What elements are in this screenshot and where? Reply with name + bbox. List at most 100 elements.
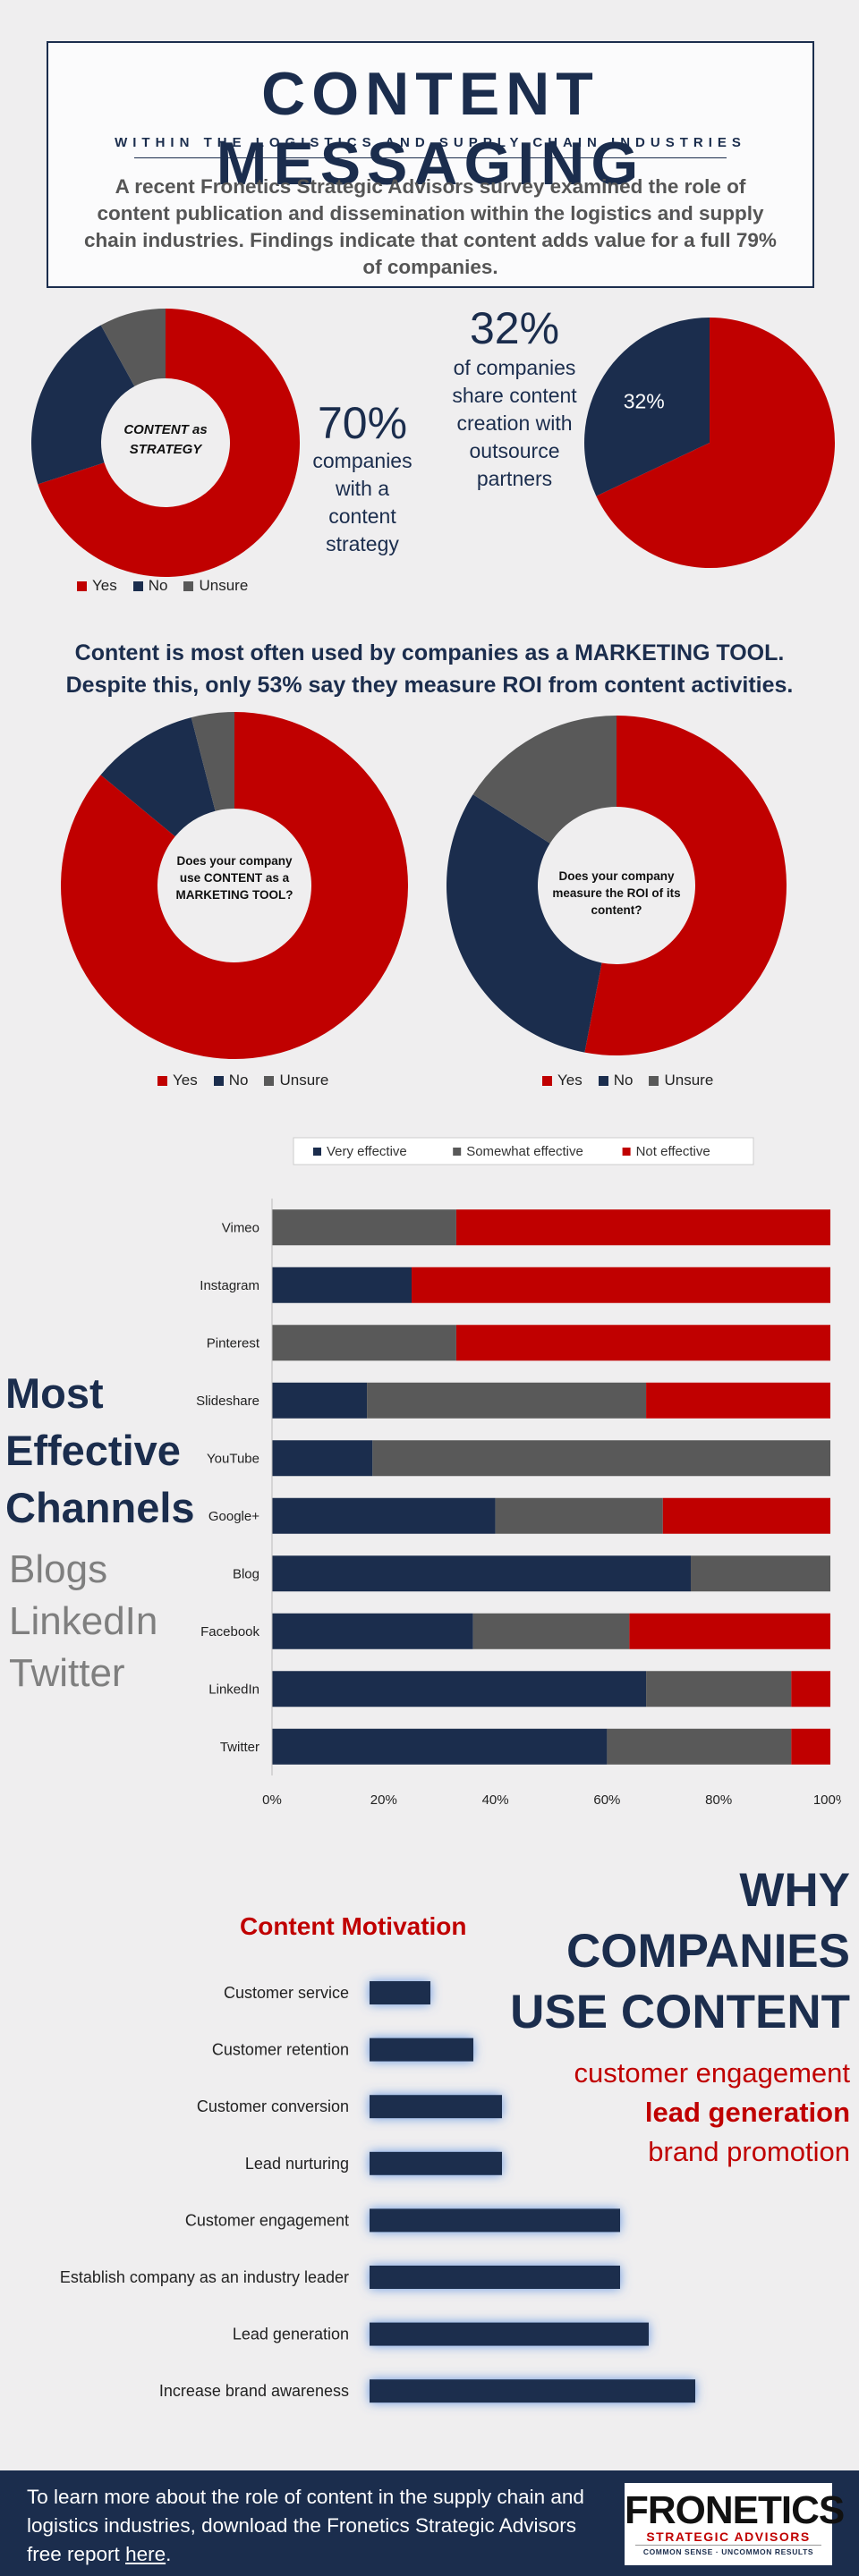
motivation-bar bbox=[370, 2151, 502, 2175]
marketing-tool-legend-no: No bbox=[213, 1072, 249, 1089]
bar-not-effective bbox=[791, 1728, 830, 1765]
channel-label: Google+ bbox=[208, 1509, 259, 1524]
strategy-description: companies with a content strategy bbox=[295, 447, 430, 558]
page-subtitle: WITHIN THE LOGISTICS AND SUPPLY CHAIN IN… bbox=[115, 135, 746, 150]
legend-label: Very effective bbox=[327, 1144, 407, 1159]
motivation-label: Customer engagement bbox=[185, 2211, 349, 2229]
roi-slice-unsure bbox=[472, 716, 617, 843]
motivation-label: Lead generation bbox=[233, 2326, 349, 2343]
channels-heading: Most Effective Channels bbox=[5, 1365, 195, 1537]
bar-not-effective bbox=[629, 1613, 830, 1649]
bar-somewhat-effective bbox=[691, 1555, 830, 1592]
legend-label: No bbox=[228, 1072, 249, 1089]
channel-label: Blog bbox=[233, 1566, 259, 1581]
legend-swatch bbox=[264, 1075, 275, 1086]
bar-very-effective bbox=[272, 1382, 368, 1419]
bar-somewhat-effective bbox=[272, 1209, 456, 1246]
legend-label: Somewhat effective bbox=[466, 1144, 583, 1159]
legend-swatch bbox=[542, 1075, 552, 1086]
description-line: outsource bbox=[469, 439, 560, 462]
legend-swatch bbox=[183, 580, 194, 591]
strategy-legend-no: No bbox=[132, 577, 167, 595]
legend-label: Unsure bbox=[664, 1072, 714, 1089]
bar-not-effective bbox=[412, 1267, 830, 1303]
header-box: CONTENT MESSAGING WITHIN THE LOGISTICS A… bbox=[47, 41, 814, 288]
strategy-donut bbox=[31, 309, 300, 577]
strategy-legend-yes: Yes bbox=[77, 577, 117, 595]
x-tick-label: 100% bbox=[813, 1792, 841, 1808]
marketing-heading: Content is most often used by companies … bbox=[27, 637, 832, 701]
motivation-bar bbox=[370, 2379, 695, 2403]
marketing-tool-legend-yes: Yes bbox=[157, 1072, 198, 1089]
roi-legend-no: No bbox=[598, 1072, 633, 1089]
bar-very-effective bbox=[272, 1440, 373, 1477]
strategy-legend-unsure: Unsure bbox=[183, 577, 248, 595]
description-line: strategy bbox=[326, 532, 399, 555]
best-channels-list: Blogs LinkedIn Twitter bbox=[9, 1544, 157, 1699]
roi-donut bbox=[447, 716, 787, 1055]
logo-subtitle: STRATEGIC ADVISORS bbox=[646, 2529, 811, 2544]
legend-swatch bbox=[649, 1075, 659, 1086]
logo-divider bbox=[635, 2545, 821, 2546]
legend-label: Yes bbox=[173, 1072, 198, 1089]
legend-label: Yes bbox=[92, 577, 117, 594]
legend-swatch bbox=[213, 1075, 224, 1086]
bar-somewhat-effective bbox=[646, 1671, 792, 1707]
best-channel: LinkedIn bbox=[9, 1599, 158, 1643]
marketing-tool-legend-unsure: Unsure bbox=[264, 1072, 328, 1089]
description-line: content bbox=[328, 504, 396, 528]
channels-heading-line: Effective bbox=[5, 1427, 181, 1474]
marketing-tool-legend: Yes No Unsure bbox=[157, 1072, 328, 1089]
bar-very-effective bbox=[272, 1267, 412, 1303]
motivation-bar bbox=[370, 1981, 430, 2004]
channel-label: Pinterest bbox=[207, 1335, 260, 1351]
channel-label: Instagram bbox=[200, 1278, 259, 1293]
marketing-tool-slice-no bbox=[100, 717, 216, 837]
why-heading-line: USE CONTENT bbox=[510, 1986, 850, 2038]
bar-not-effective bbox=[662, 1497, 830, 1534]
strategy-slice-unsure bbox=[100, 309, 166, 386]
bar-not-effective bbox=[791, 1671, 830, 1707]
channel-label: LinkedIn bbox=[208, 1682, 259, 1697]
channel-label: Facebook bbox=[200, 1624, 259, 1640]
bar-very-effective bbox=[272, 1497, 496, 1534]
bar-somewhat-effective bbox=[367, 1382, 647, 1419]
subtitle-divider bbox=[134, 157, 727, 158]
x-tick-label: 20% bbox=[370, 1792, 397, 1808]
bar-not-effective bbox=[455, 1209, 830, 1246]
x-tick-label: 80% bbox=[705, 1792, 732, 1808]
motivation-bar bbox=[370, 2208, 620, 2233]
description-line: of companies bbox=[453, 356, 576, 379]
bar-not-effective bbox=[646, 1382, 830, 1419]
fronetics-logo[interactable]: FRONETICS STRATEGIC ADVISORS COMMON SENS… bbox=[625, 2483, 845, 2565]
roi-legend-yes: Yes bbox=[542, 1072, 583, 1089]
report-link[interactable]: here bbox=[125, 2543, 166, 2565]
motivation-label: Increase brand awareness bbox=[159, 2382, 349, 2400]
motivation-label: Customer retention bbox=[212, 2041, 349, 2059]
legend-label: Not effective bbox=[636, 1144, 710, 1159]
motivation-label: Customer service bbox=[224, 1984, 349, 2002]
roi-slice-yes bbox=[584, 716, 787, 1055]
motivation-bar bbox=[370, 2095, 502, 2119]
motivation-chart-title: Content Motivation bbox=[240, 1912, 467, 1940]
why-item: lead generation bbox=[644, 2097, 850, 2128]
legend-label: Unsure bbox=[279, 1072, 329, 1089]
legend-swatch bbox=[132, 580, 143, 591]
footer-end: . bbox=[166, 2543, 172, 2565]
outsource-description: of companies share content creation with ou… bbox=[430, 354, 600, 493]
bar-somewhat-effective bbox=[607, 1728, 792, 1765]
footer: To learn more about the role of content … bbox=[0, 2470, 859, 2576]
strategy-slice-no bbox=[31, 325, 135, 485]
bar-somewhat-effective bbox=[472, 1613, 630, 1649]
bar-somewhat-effective bbox=[372, 1440, 830, 1477]
why-heading-line: WHY bbox=[739, 1864, 850, 1917]
marketing-tool-slice-yes bbox=[60, 712, 409, 1059]
motivation-label: Establish company as an industry leader bbox=[60, 2268, 349, 2286]
description-line: partners bbox=[476, 467, 553, 490]
motivation-label: Lead nurturing bbox=[245, 2155, 349, 2173]
roi-legend: Yes No Unsure bbox=[542, 1072, 713, 1089]
outsource-pie: 32% bbox=[584, 318, 835, 568]
marketing-heading-line1: Content is most often used by companies … bbox=[74, 640, 785, 665]
legend-label: Unsure bbox=[199, 577, 249, 594]
description-line: companies bbox=[312, 449, 412, 472]
